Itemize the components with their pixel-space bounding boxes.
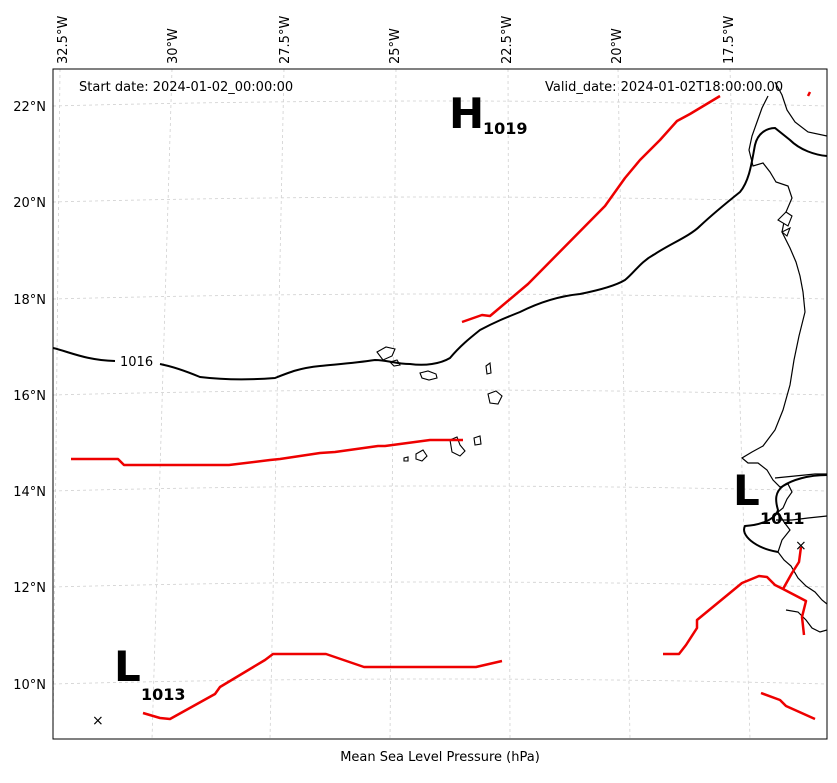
front-northeast [461, 94, 721, 324]
lat-label-16n: 16°N [13, 389, 46, 404]
map-caption: Mean Sea Level Pressure (hPa) [340, 750, 540, 765]
front-northeast-corner [806, 91, 812, 97]
high-pressure-letter: H [449, 89, 484, 138]
valid-date-label: Valid_date: 2024-01-02T18:00:00.00 [545, 80, 783, 95]
lat-label-10n: 10°N [13, 678, 46, 693]
start-date-label: Start date: 2024-01-02_00:00:00 [79, 80, 293, 95]
lon-label-25w: 25°W [388, 28, 403, 64]
front-southeast-corner [760, 691, 816, 721]
lon-label-20w: 20°W [610, 28, 625, 64]
front-africa-southeast [663, 574, 808, 656]
pressure-system-l-1011: L 1011 × [733, 466, 807, 554]
lat-label-18n: 18°N [13, 293, 46, 308]
lat-label-12n: 12°N [13, 581, 46, 596]
map-panel [53, 69, 827, 739]
low-pressure-value: 1011 [760, 509, 805, 528]
low-pressure-letter: L [733, 466, 760, 515]
latitude-labels: 22°N 20°N 18°N 16°N 14°N 12°N 10°N [13, 100, 46, 693]
low-pressure-value-2: 1013 [141, 685, 186, 704]
map-border [52, 68, 828, 740]
front-middle [71, 438, 463, 467]
lat-label-20n: 20°N [13, 196, 46, 211]
lon-label-30w: 30°W [166, 28, 181, 64]
longitude-labels: 32.5°W 30°W 27.5°W 25°W 22.5°W 20°W 17.5… [56, 16, 737, 64]
isobar-low-1011 [743, 474, 827, 553]
lat-label-14n: 14°N [13, 485, 46, 500]
low-center-marker-2: × [92, 713, 104, 729]
isobar-label-1016: 1016 [120, 355, 153, 370]
isobar-1016 [53, 126, 827, 381]
graticule [53, 69, 827, 739]
lat-label-22n: 22°N [13, 100, 46, 115]
lon-label-22-5w: 22.5°W [500, 16, 515, 64]
high-pressure-value: 1019 [483, 119, 528, 138]
low-pressure-letter-2: L [114, 642, 141, 691]
lon-label-27-5w: 27.5°W [278, 16, 293, 64]
pressure-system-l-1013: L 1013 × [92, 642, 186, 729]
front-south [142, 652, 503, 721]
fronts [71, 91, 816, 721]
lon-label-17-5w: 17.5°W [722, 16, 737, 64]
low-center-marker: × [795, 538, 807, 554]
coastline [740, 81, 827, 633]
lon-label-32-5w: 32.5°W [56, 16, 71, 64]
cape-verde-islands [376, 346, 503, 462]
front-africa-branch [781, 546, 803, 590]
pressure-system-h-1019: H 1019 [449, 89, 528, 138]
